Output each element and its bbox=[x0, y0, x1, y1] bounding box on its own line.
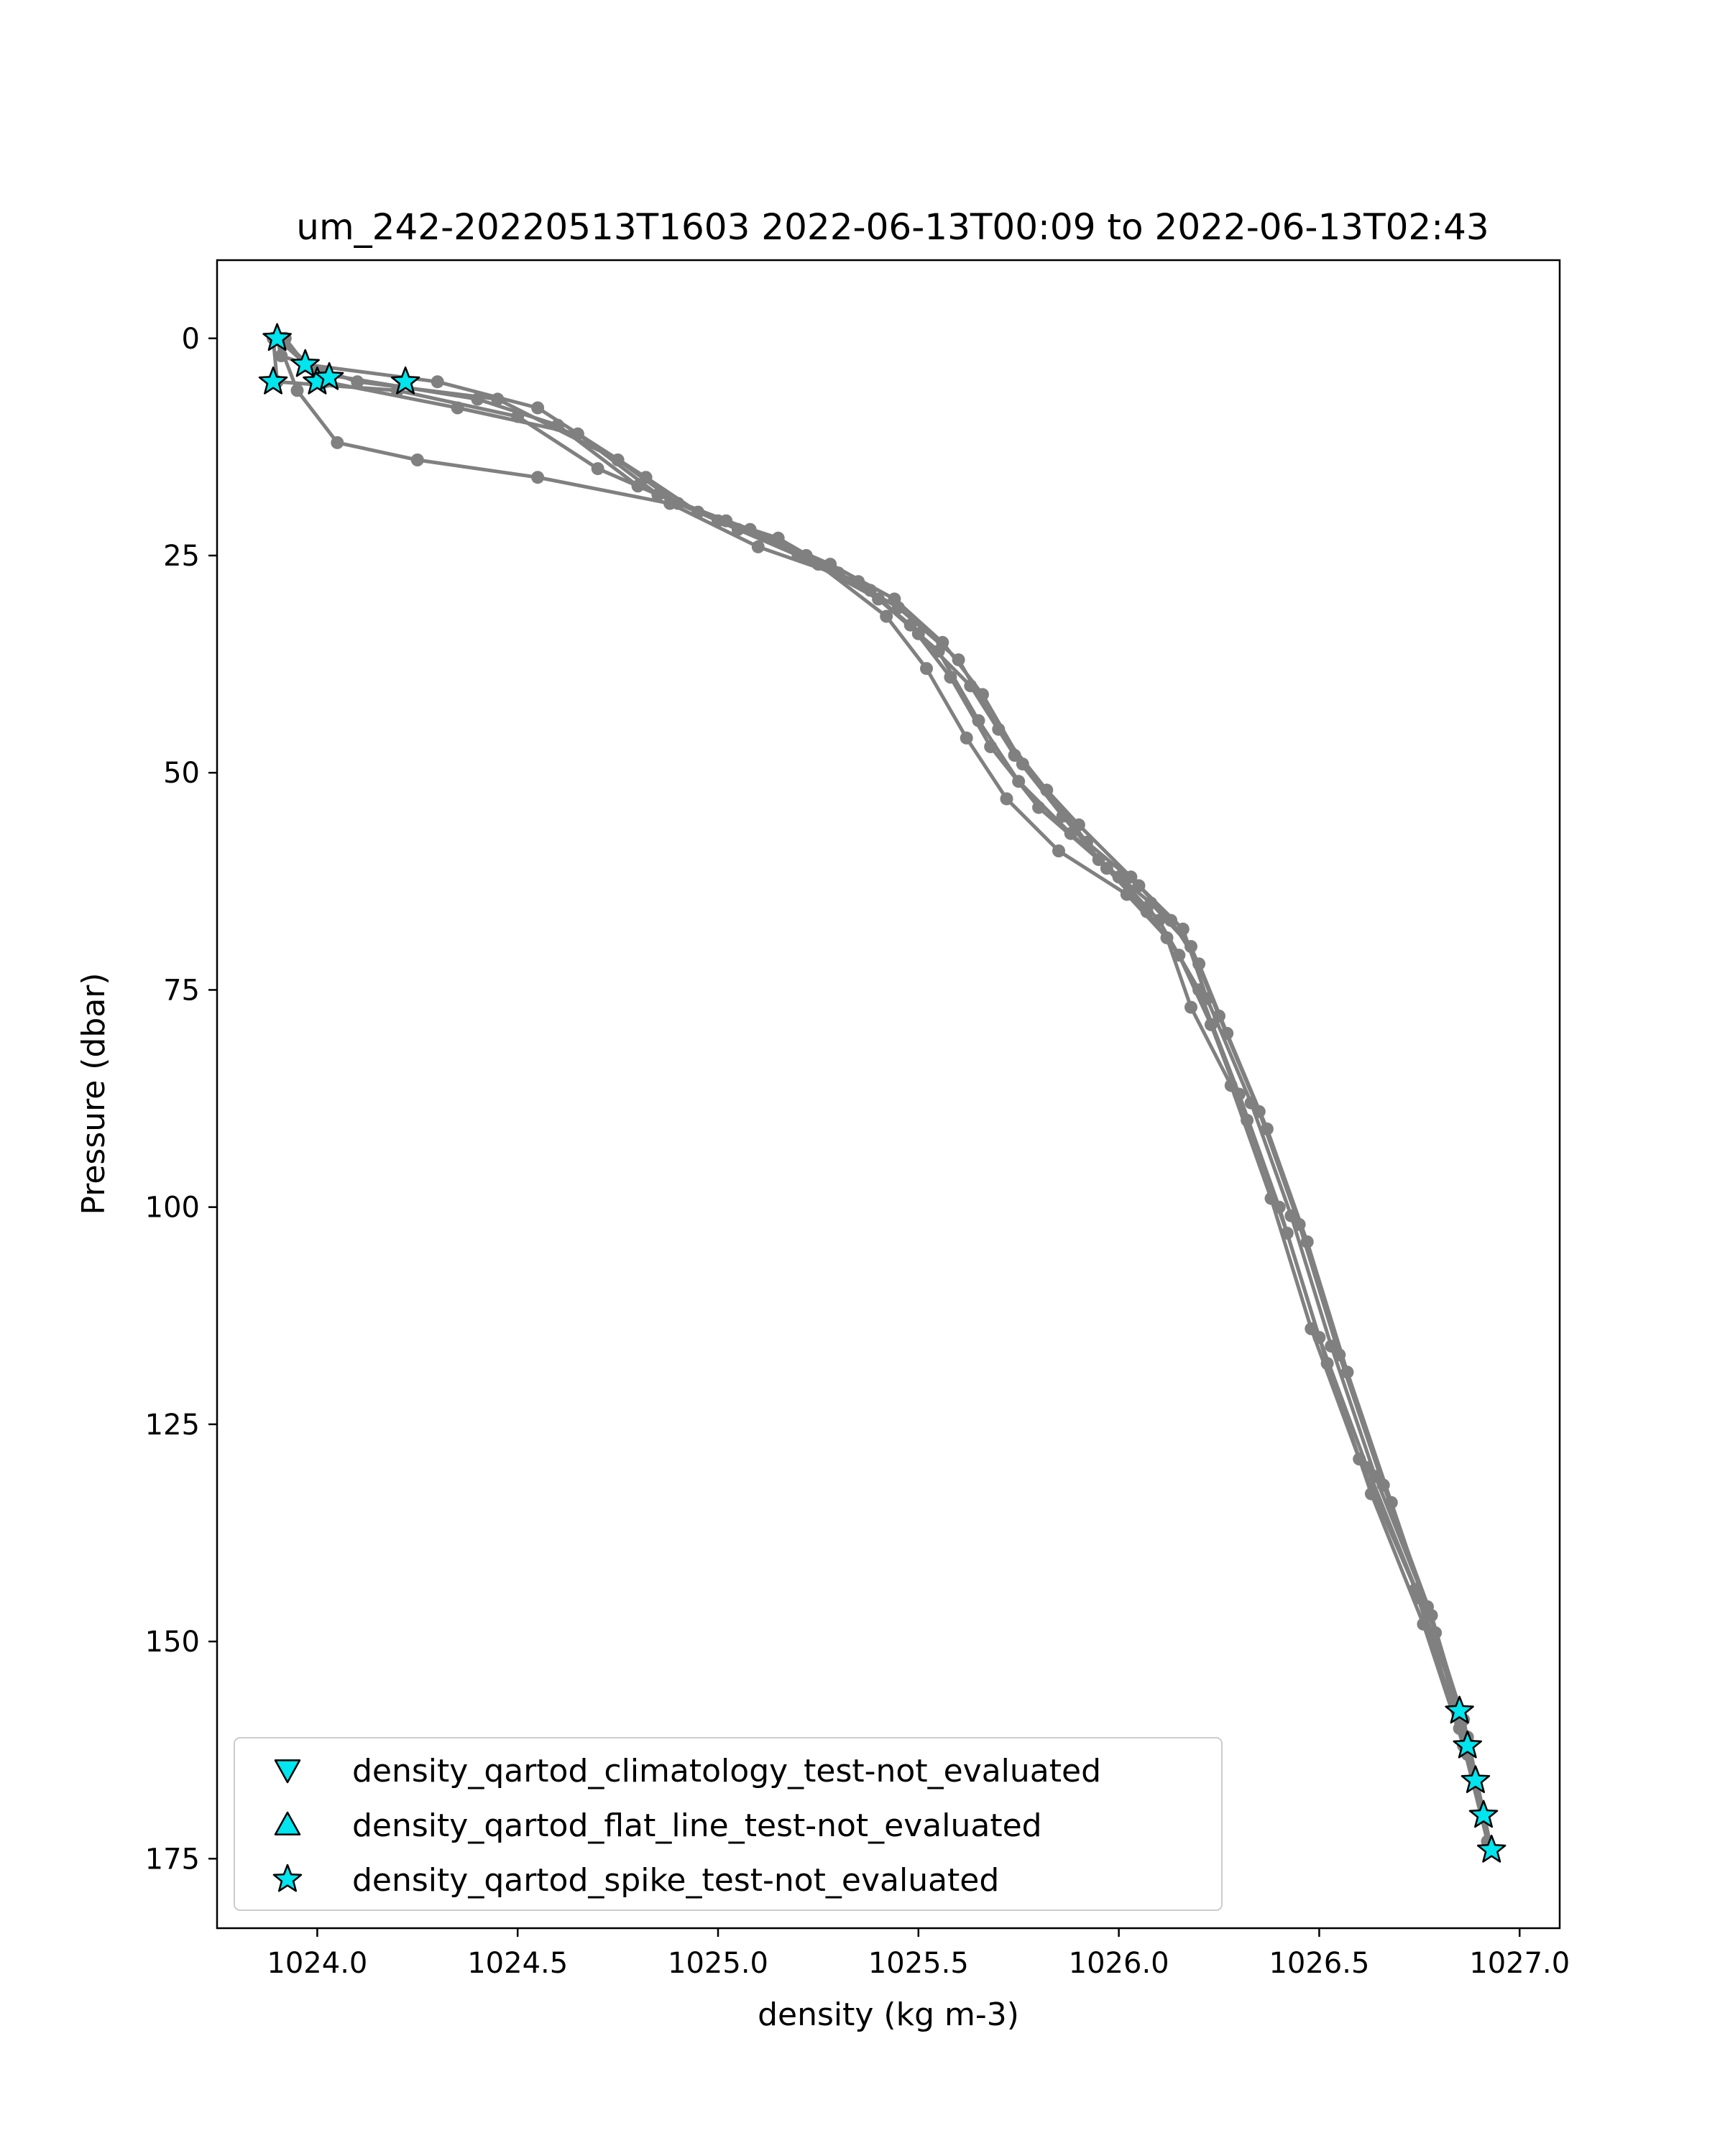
flag-star-marker bbox=[290, 349, 320, 377]
profile-point bbox=[651, 488, 665, 502]
legend-marker-star bbox=[272, 1864, 303, 1892]
plot-area bbox=[258, 323, 1506, 1863]
profile-point bbox=[290, 384, 304, 397]
x-tick-label: 1024.0 bbox=[267, 1947, 367, 1980]
profile-point bbox=[1280, 1226, 1294, 1240]
profile-point bbox=[1220, 1026, 1234, 1040]
profile-point bbox=[888, 592, 901, 606]
flag-star-marker bbox=[1445, 1695, 1474, 1724]
y-tick-label: 50 bbox=[163, 757, 200, 790]
x-axis-label: density (kg m-3) bbox=[758, 1996, 1019, 2033]
x-tick-label: 1026.5 bbox=[1269, 1947, 1369, 1980]
profile-point bbox=[1241, 1113, 1254, 1127]
flag-star-marker bbox=[1453, 1730, 1483, 1759]
legend: density_qartod_climatology_test-not_eval… bbox=[234, 1737, 1223, 1911]
profile-point bbox=[1204, 1018, 1218, 1031]
y-tick-label: 100 bbox=[145, 1192, 200, 1225]
y-tick-label: 0 bbox=[182, 323, 200, 356]
x-tick-label: 1024.5 bbox=[467, 1947, 568, 1980]
chart-title: um_242-20220513T1603 2022-06-13T00:09 to… bbox=[296, 206, 1489, 248]
profile-point bbox=[1072, 818, 1085, 831]
profile-point bbox=[743, 522, 757, 536]
profile-point bbox=[944, 671, 957, 684]
x-tick-label: 1027.0 bbox=[1469, 1947, 1570, 1980]
legend-marker-triangle-down bbox=[274, 1759, 301, 1784]
y-tick-label: 75 bbox=[163, 974, 200, 1007]
profile-point bbox=[1000, 792, 1013, 806]
flag-star-marker bbox=[258, 366, 288, 395]
legend-marker-triangle-up bbox=[274, 1811, 301, 1835]
profile-point bbox=[1384, 1496, 1398, 1509]
flag-star-marker bbox=[390, 366, 420, 395]
profile-point bbox=[1417, 1617, 1430, 1631]
profile-point bbox=[936, 635, 949, 649]
profile-point bbox=[639, 471, 653, 484]
y-tick-label: 150 bbox=[145, 1626, 200, 1659]
profile-line-4 bbox=[275, 337, 1494, 1851]
profile-point bbox=[976, 688, 989, 701]
y-axis-label: Pressure (dbar) bbox=[75, 972, 112, 1215]
profile-point bbox=[960, 731, 973, 745]
x-tick-label: 1026.0 bbox=[1069, 1947, 1169, 1980]
profile-point bbox=[911, 627, 925, 640]
axes-frame bbox=[216, 259, 1561, 1930]
profile-point bbox=[1140, 905, 1154, 918]
profile-point bbox=[531, 471, 545, 484]
legend-label: density_qartod_flat_line_test-not_evalua… bbox=[352, 1807, 1042, 1844]
legend-label: density_qartod_spike_test-not_evaluated bbox=[352, 1862, 999, 1899]
profile-point bbox=[1172, 949, 1186, 962]
flag-star-marker bbox=[314, 361, 344, 390]
profile-point bbox=[984, 740, 998, 753]
profile-point bbox=[1100, 862, 1113, 875]
profile-line-5 bbox=[280, 337, 1490, 1842]
profile-point bbox=[920, 662, 933, 676]
profile-point bbox=[410, 453, 424, 466]
profile-point bbox=[1192, 957, 1206, 971]
profile-point bbox=[591, 462, 604, 476]
profile-line-1 bbox=[275, 338, 1494, 1851]
y-tick-label: 25 bbox=[163, 540, 200, 573]
y-tick-label: 175 bbox=[145, 1843, 200, 1876]
profile-point bbox=[1320, 1357, 1334, 1370]
flag-star-marker bbox=[262, 323, 292, 351]
legend-box bbox=[234, 1737, 1223, 1911]
profile-point bbox=[471, 392, 484, 406]
profile-point bbox=[1364, 1487, 1378, 1501]
profile-point bbox=[531, 401, 545, 415]
profile-point bbox=[824, 558, 837, 571]
profile-point bbox=[1052, 844, 1065, 857]
y-axis: 0 25 50 75 100 125 150 175 bbox=[145, 323, 217, 1876]
x-tick-label: 1025.5 bbox=[868, 1947, 969, 1980]
profile-point bbox=[431, 375, 444, 389]
flag-star-marker bbox=[1476, 1834, 1506, 1863]
profile-line-6 bbox=[275, 336, 1494, 1851]
profile-point bbox=[1016, 757, 1029, 771]
x-axis: 1024.0 1024.5 1025.0 1025.5 1026.0 1026.5 1027… bbox=[267, 1928, 1570, 1980]
profile-point bbox=[1184, 1000, 1197, 1014]
legend-label: density_qartod_climatology_test-not_eval… bbox=[352, 1753, 1101, 1789]
profile-point bbox=[751, 540, 765, 553]
profile-point bbox=[331, 436, 344, 449]
profile-point bbox=[1124, 870, 1138, 884]
profile-point bbox=[571, 427, 584, 441]
flag-star-marker bbox=[1468, 1800, 1499, 1828]
profile-point bbox=[1032, 801, 1046, 814]
profile-point bbox=[1300, 1235, 1314, 1248]
y-tick-label: 125 bbox=[145, 1409, 200, 1442]
profile-point bbox=[451, 401, 464, 415]
profile-point bbox=[880, 609, 893, 623]
profile-point bbox=[1429, 1626, 1443, 1639]
flag-star-marker bbox=[1460, 1765, 1491, 1793]
profile-point bbox=[1340, 1365, 1354, 1379]
profile-point bbox=[1164, 913, 1178, 927]
profile-line-3 bbox=[271, 338, 1490, 1842]
profile-point bbox=[1260, 1122, 1274, 1135]
profile-line-2 bbox=[283, 337, 1494, 1851]
x-tick-label: 1025.0 bbox=[668, 1947, 768, 1980]
